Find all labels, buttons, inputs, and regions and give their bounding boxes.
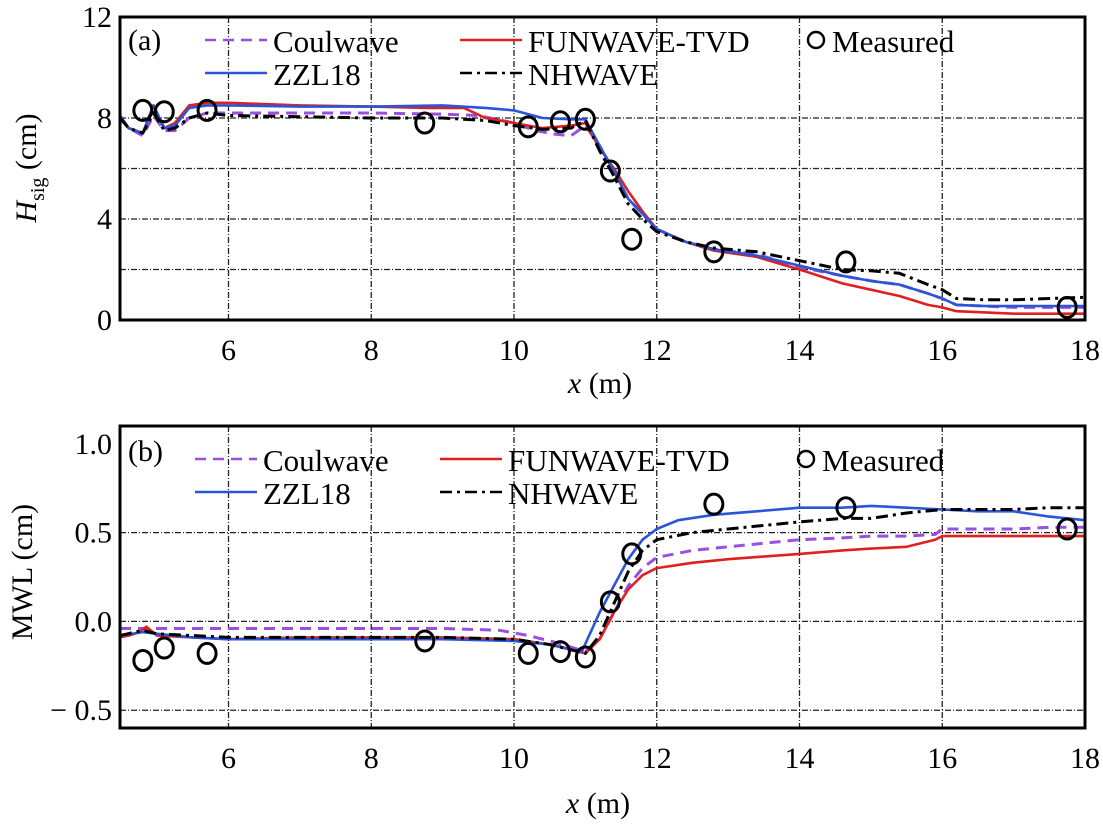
measured-point [599, 159, 621, 183]
measured-point [414, 111, 436, 135]
y-tick-label: 1.0 [75, 428, 113, 461]
y-axis-unit: (cm) [10, 113, 43, 177]
measured-point [621, 542, 643, 566]
panel-a-tag: (a) [128, 24, 161, 57]
measured-point [517, 115, 539, 139]
panel-b-series [119, 504, 1086, 655]
measured-point [574, 645, 596, 669]
series-line-zzl18 [119, 504, 1086, 653]
y-axis-subscript: sig [27, 178, 49, 201]
legend-label-zzl18: ZZL18 [273, 57, 361, 92]
panel-a-grid [120, 17, 1085, 320]
y-tick-label: 4 [97, 203, 112, 236]
x-tick-label: 18 [1070, 742, 1100, 775]
measured-point [1056, 295, 1078, 319]
legend-label-funwave-tvd: FUNWAVE-TVD [528, 24, 750, 59]
measured-point [574, 107, 596, 131]
measured-point [517, 641, 539, 665]
panel-b-grid [120, 426, 1085, 728]
x-axis-var: x [567, 367, 582, 400]
measured-point [132, 648, 154, 672]
measured-point [835, 496, 857, 520]
y-tick-label: 0.0 [75, 605, 113, 638]
panel-b-axes-frame [118, 424, 1087, 730]
panel-b-ticks: 6 8 10 12 14 16 18 − 0.5 0.0 0.5 1.0 [50, 428, 1100, 775]
x-axis-var: x [565, 787, 580, 820]
y-tick-label: 8 [97, 102, 112, 135]
measured-point [196, 98, 218, 122]
measured-point [549, 110, 571, 134]
y-tick-label: − 0.5 [50, 694, 112, 727]
measured-point [621, 227, 643, 251]
measured-point [196, 641, 218, 665]
x-tick-label: 10 [499, 334, 529, 367]
panel-a-measured-points [132, 98, 1078, 319]
legend-label-zzl18: ZZL18 [263, 476, 351, 511]
x-tick-label: 16 [927, 334, 957, 367]
x-tick-label: 10 [499, 742, 529, 775]
y-axis-var: H [10, 199, 43, 224]
panel-a-y-axis-label: Hsig (cm) [10, 113, 49, 223]
x-tick-label: 16 [927, 742, 957, 775]
series-line-zzl18 [118, 104, 1085, 308]
panel-b-tag: (b) [128, 435, 163, 468]
measured-point [153, 100, 175, 124]
measured-point [599, 590, 621, 614]
legend-swatch-measured [806, 30, 826, 50]
measured-point [835, 250, 857, 274]
legend-label-measured: Measured [832, 24, 955, 59]
measured-point [703, 492, 725, 516]
legend-label-nhwave: NHWAVE [508, 476, 638, 511]
panel-b-measured-points [132, 492, 1078, 672]
legend-label-funwave-tvd: FUNWAVE-TVD [508, 443, 730, 478]
x-axis-unit: (m) [581, 367, 632, 400]
x-tick-label: 14 [784, 334, 814, 367]
panel-b-y-axis-label: MWL (cm) [6, 504, 39, 640]
legend-swatch-measured [796, 449, 816, 469]
series-line-funwave-tvd [118, 101, 1085, 315]
panel-b-x-axis-label: x (m) [565, 787, 630, 820]
x-tick-label: 12 [642, 742, 672, 775]
y-tick-label: 12 [82, 1, 112, 34]
measured-point [153, 636, 175, 660]
legend-label-coulwave: Coulwave [263, 443, 389, 478]
x-tick-label: 18 [1070, 334, 1100, 367]
x-tick-label: 8 [364, 742, 379, 775]
panel-a-ticks: 6 8 10 12 14 16 18 0 4 8 12 [82, 1, 1100, 367]
measured-point [132, 98, 154, 122]
legend-label-nhwave: NHWAVE [528, 57, 658, 92]
panel-b-mwl: 6 8 10 12 14 16 18 − 0.5 0.0 0.5 1.0 (b) CoulwaveZ… [6, 424, 1100, 820]
series-line-coulwave [118, 111, 1085, 309]
panel-a-series [118, 101, 1086, 315]
y-tick-label: 0.5 [75, 517, 113, 550]
series-line-nhwave [119, 506, 1085, 655]
y-tick-label: 0 [97, 304, 112, 337]
x-tick-label: 6 [221, 742, 236, 775]
series-line-nhwave [118, 111, 1086, 302]
series-line-coulwave [120, 525, 1085, 654]
legend-label-measured: Measured [822, 443, 945, 478]
measured-point [549, 640, 571, 664]
legend-label-coulwave: Coulwave [273, 24, 399, 59]
measured-point [1056, 517, 1078, 541]
x-tick-label: 6 [221, 334, 236, 367]
x-axis-unit: (m) [579, 787, 630, 820]
measured-point [414, 629, 436, 653]
x-tick-label: 8 [364, 334, 379, 367]
x-tick-label: 14 [784, 742, 814, 775]
panel-a-x-axis-label: x (m) [567, 367, 632, 400]
panel-a-axes-frame [118, 15, 1087, 322]
x-tick-label: 12 [642, 334, 672, 367]
measured-point [703, 240, 725, 264]
